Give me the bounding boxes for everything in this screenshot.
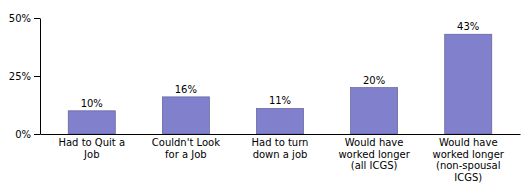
data-label: 11% — [269, 95, 291, 106]
chart-svg: 0% 25% 50% Had to Quit aJob Couldn't Lookfor… — [0, 0, 532, 194]
y-tick-label: 0% — [15, 129, 31, 140]
x-tick: Had to Quit aJob — [58, 134, 125, 160]
bars — [68, 34, 492, 134]
x-tick: Had to turndown a job — [252, 134, 309, 160]
y-tick-mark — [34, 18, 40, 19]
x-tick: Couldn't Lookfor a Job — [152, 134, 220, 160]
x-tick-label: Couldn't Lookfor a Job — [152, 137, 220, 160]
x-tick-label: Had to Quit aJob — [58, 137, 125, 160]
data-label: 16% — [175, 84, 197, 95]
bar — [351, 88, 398, 134]
x-tick-label: Would haveworked longer(non-spousalICGS) — [433, 137, 505, 183]
data-label: 20% — [363, 75, 385, 86]
x-axis: Had to Quit aJob Couldn't Lookfor a Job Ha… — [41, 134, 521, 183]
data-label: 10% — [81, 98, 103, 109]
bar — [68, 111, 115, 134]
y-tick: 25% — [9, 71, 40, 82]
y-tick: 50% — [9, 13, 40, 24]
y-axis-line — [40, 19, 41, 135]
data-label: 43% — [457, 21, 479, 32]
x-tick: Would haveworked longer(non-spousalICGS) — [433, 134, 505, 183]
data-labels: 10% 16% 11% 20% 43% — [81, 21, 480, 109]
x-axis-line — [41, 134, 521, 135]
bar — [162, 97, 209, 134]
x-tick: Would haveworked longer(all ICGS) — [338, 134, 410, 171]
y-tick-mark — [34, 134, 40, 135]
y-tick: 0% — [15, 129, 40, 140]
y-tick-label: 25% — [9, 71, 31, 82]
x-tick-label: Would haveworked longer(all ICGS) — [338, 137, 410, 171]
x-tick-label: Had to turndown a job — [252, 137, 309, 160]
y-tick-mark — [34, 76, 40, 77]
bar — [256, 108, 303, 134]
y-tick-label: 50% — [9, 13, 31, 24]
chart-container: 0% 25% 50% Had to Quit aJob Couldn't Lookfor… — [0, 0, 532, 194]
y-axis: 0% 25% 50% — [9, 13, 41, 140]
bar — [445, 34, 492, 134]
plot-area: 0% 25% 50% Had to Quit aJob Couldn't Lookfor… — [9, 13, 521, 183]
